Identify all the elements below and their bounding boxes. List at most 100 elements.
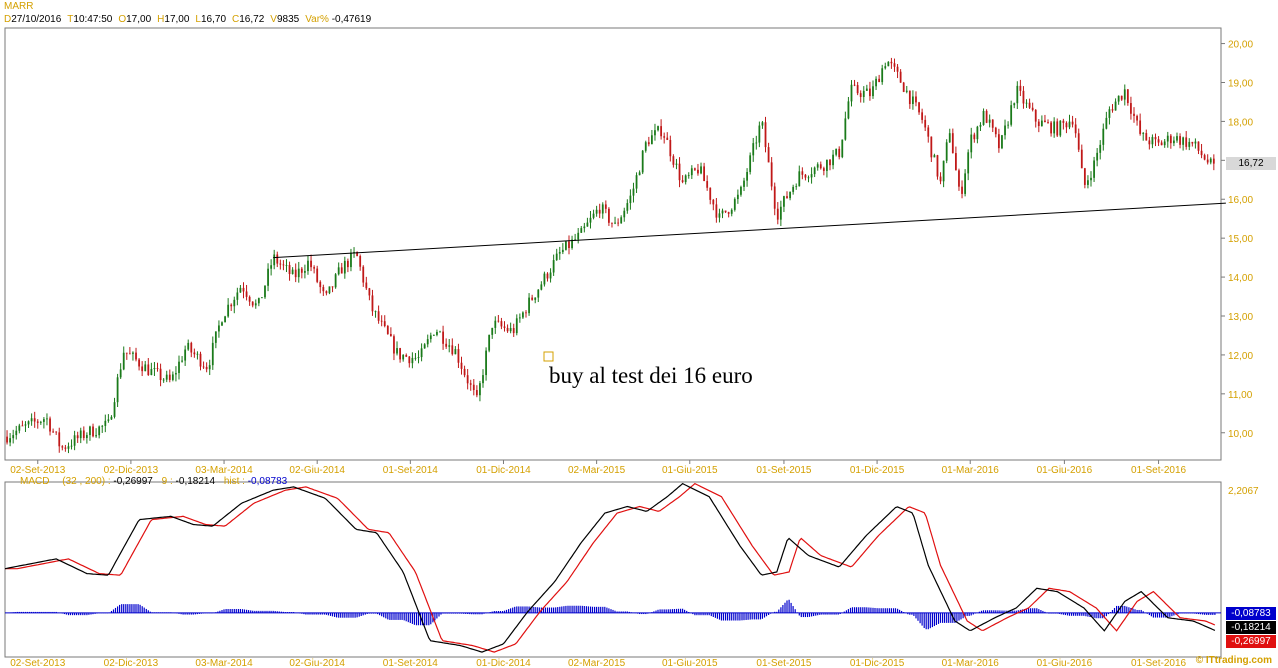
candle [205,362,208,373]
candle [1185,131,1188,150]
candle-body [85,435,88,439]
candle [1136,114,1138,126]
candle [135,347,137,362]
candle-body [110,416,113,420]
candle [436,329,438,337]
candle [1209,157,1212,165]
candle [1120,95,1123,101]
candle [125,352,128,360]
candle [795,183,798,190]
candle [1074,118,1077,138]
candle-body [829,159,831,166]
candle [635,172,638,193]
candle-body [494,320,497,328]
candle [294,263,297,283]
candle-body [27,421,30,425]
candle-body [543,273,546,285]
candle-body [580,228,583,233]
price-ytick-label: 14,00 [1228,273,1253,284]
candle-body [779,206,782,220]
candle-body [1016,85,1019,104]
candle-body [614,222,616,224]
candle [1169,134,1172,149]
macd-xtick-label: 01-Dic-2014 [476,658,531,668]
candle-body [187,342,190,350]
candle-body [776,208,779,220]
candle [1013,102,1016,109]
macd-panel-frame [4,481,1222,658]
candle [414,353,417,361]
candle-body [663,136,666,138]
candle [1044,114,1046,123]
candle [55,431,58,435]
candle [537,289,540,303]
candle-body [389,333,392,337]
candle [1197,141,1200,155]
candle [838,146,841,160]
candle-body [457,349,460,363]
macd-xtick-label: 01-Dic-2015 [850,658,905,668]
macd-xtick-label: 01-Set-2016 [1131,658,1186,668]
candle [1105,111,1108,130]
candle [230,303,233,311]
candle-body [540,284,543,290]
price-xtick-label: 01-Giu-2015 [662,465,718,476]
candle [1093,156,1095,182]
candle [171,371,174,382]
candle [1200,143,1203,159]
candle [586,217,589,227]
chart-symbol: MARR [4,1,34,12]
candle [331,286,334,293]
candle-body [1130,103,1132,114]
macd-xtick-label: 01-Set-2014 [383,658,438,668]
candle [829,159,831,171]
candle-body [994,127,997,135]
candle [1142,131,1145,141]
candle-body [958,170,960,187]
candle [592,209,595,220]
candle-body [789,191,791,199]
candle [494,316,497,334]
candle [264,285,266,299]
candle [21,420,24,427]
candle [832,149,834,170]
candle [466,369,469,390]
candle-body [604,204,607,209]
candle [997,128,1000,153]
candle [58,427,61,453]
candle-body [1053,121,1056,134]
quote-key-2: O [118,14,127,25]
candle [1068,114,1071,130]
candle [841,139,844,159]
candle-body [1022,90,1025,104]
macd-xtick-label: 01-Giu-2016 [1037,658,1093,668]
candle [884,62,887,70]
candle-body [979,124,982,127]
candle-body [95,435,97,437]
candle-body [518,317,521,319]
candle [472,379,475,396]
candle [561,243,564,255]
candle-body [310,260,312,268]
candle-body [856,85,859,94]
candle-body [122,352,125,370]
candle [479,380,481,402]
candle [1191,141,1194,147]
candle-body [1114,101,1117,111]
candle [810,167,813,184]
candle [749,152,752,175]
candle-body [463,368,466,376]
candle [1010,100,1013,127]
candle [690,165,693,180]
candle-body [715,204,718,218]
candle [951,128,954,154]
candle [469,379,472,391]
candle-body [872,86,874,97]
candle [954,146,957,171]
candle [334,273,337,289]
candle [534,297,537,304]
candle-body [322,287,325,292]
candle [110,415,113,420]
candle-body [1108,109,1111,118]
candle [141,361,144,377]
